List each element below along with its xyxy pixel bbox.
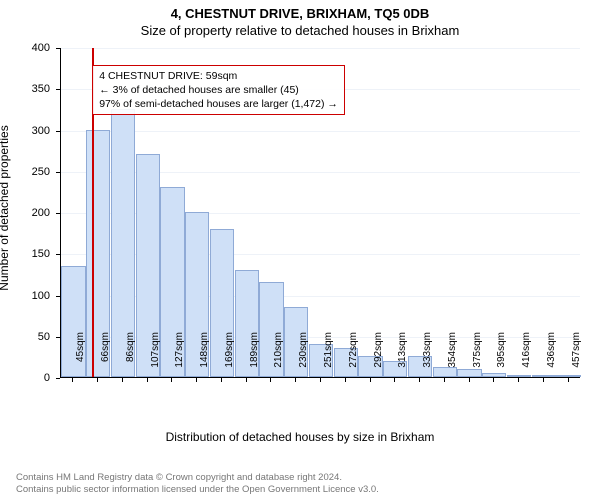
x-tick-mark [345, 378, 346, 382]
x-tick-label: 148sqm [199, 332, 210, 380]
y-tick-label: 50 [0, 331, 50, 343]
y-tick-mark [56, 131, 60, 132]
x-tick-mark [370, 378, 371, 382]
x-tick-label: 354sqm [447, 332, 458, 380]
x-tick-label: 107sqm [150, 332, 161, 380]
annotation-line: 97% of semi-detached houses are larger (… [99, 97, 338, 111]
x-tick-mark [493, 378, 494, 382]
x-tick-mark [469, 378, 470, 382]
page-subtitle: Size of property relative to detached ho… [0, 21, 600, 38]
x-tick-label: 416sqm [521, 332, 532, 380]
x-tick-label: 169sqm [224, 332, 235, 380]
plot-area: 4 CHESTNUT DRIVE: 59sqm← 3% of detached … [60, 48, 580, 378]
x-tick-mark [518, 378, 519, 382]
x-tick-mark [543, 378, 544, 382]
footer-attribution: Contains HM Land Registry data © Crown c… [0, 472, 600, 496]
annotation-box: 4 CHESTNUT DRIVE: 59sqm← 3% of detached … [92, 65, 345, 116]
x-tick-mark [72, 378, 73, 382]
x-tick-mark [394, 378, 395, 382]
x-tick-mark [122, 378, 123, 382]
gridline [61, 131, 580, 132]
annotation-line: ← 3% of detached houses are smaller (45) [99, 83, 338, 97]
x-tick-mark [196, 378, 197, 382]
y-tick-label: 400 [0, 42, 50, 54]
y-tick-mark [56, 254, 60, 255]
x-tick-label: 189sqm [249, 332, 260, 380]
x-tick-label: 230sqm [298, 332, 309, 380]
y-tick-label: 250 [0, 166, 50, 178]
footer-line-1: Contains HM Land Registry data © Crown c… [16, 472, 600, 484]
x-tick-label: 313sqm [397, 332, 408, 380]
x-tick-mark [419, 378, 420, 382]
footer-line-2: Contains public sector information licen… [16, 484, 600, 496]
x-tick-mark [147, 378, 148, 382]
x-tick-mark [171, 378, 172, 382]
x-tick-mark [320, 378, 321, 382]
x-tick-label: 395sqm [496, 332, 507, 380]
x-tick-label: 45sqm [75, 332, 86, 380]
page-title: 4, CHESTNUT DRIVE, BRIXHAM, TQ5 0DB [0, 0, 600, 21]
x-tick-label: 292sqm [373, 332, 384, 380]
x-tick-label: 86sqm [125, 332, 136, 380]
x-tick-mark [568, 378, 569, 382]
x-tick-mark [270, 378, 271, 382]
y-tick-label: 300 [0, 125, 50, 137]
y-tick-mark [56, 213, 60, 214]
x-tick-mark [444, 378, 445, 382]
x-tick-mark [221, 378, 222, 382]
y-tick-label: 100 [0, 290, 50, 302]
x-tick-label: 333sqm [422, 332, 433, 380]
x-tick-label: 210sqm [273, 332, 284, 380]
y-tick-mark [56, 378, 60, 379]
x-tick-label: 66sqm [100, 332, 111, 380]
x-tick-label: 457sqm [571, 332, 582, 380]
y-tick-mark [56, 296, 60, 297]
x-tick-label: 436sqm [546, 332, 557, 380]
y-tick-mark [56, 337, 60, 338]
x-tick-label: 375sqm [472, 332, 483, 380]
y-tick-mark [56, 172, 60, 173]
gridline [61, 48, 580, 49]
x-tick-label: 127sqm [174, 332, 185, 380]
annotation-line: 4 CHESTNUT DRIVE: 59sqm [99, 69, 338, 83]
y-tick-label: 200 [0, 207, 50, 219]
x-tick-mark [246, 378, 247, 382]
x-tick-label: 272sqm [348, 332, 359, 380]
y-tick-label: 150 [0, 248, 50, 260]
x-tick-mark [295, 378, 296, 382]
y-tick-mark [56, 48, 60, 49]
y-tick-mark [56, 89, 60, 90]
y-tick-label: 0 [0, 372, 50, 384]
x-tick-mark [97, 378, 98, 382]
x-tick-label: 251sqm [323, 332, 334, 380]
y-tick-label: 350 [0, 83, 50, 95]
x-axis-label: Distribution of detached houses by size … [0, 430, 600, 444]
chart-container: Number of detached properties 4 CHESTNUT… [0, 38, 600, 438]
